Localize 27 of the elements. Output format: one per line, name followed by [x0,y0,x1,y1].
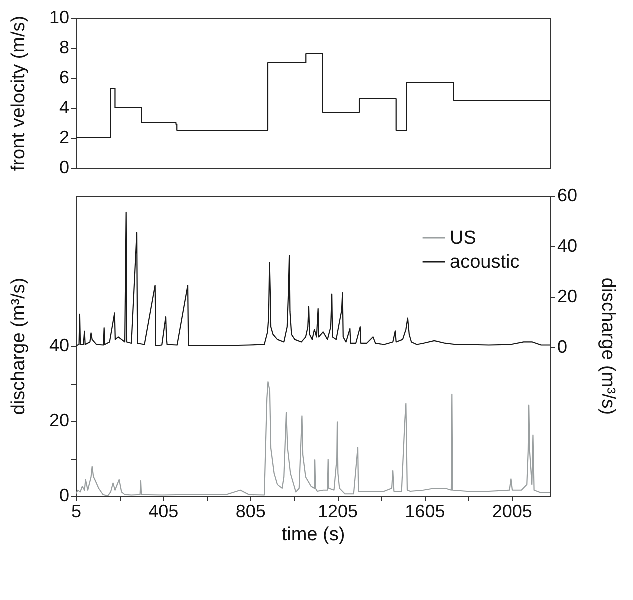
x-axis-title: time (s) [282,524,346,546]
legend-label: US [450,228,476,249]
y-tick-label: 10 [49,8,70,28]
y-tick-label: 4 [59,98,70,118]
x-tick-label: 2005 [492,502,532,522]
y2-tick-label: 60 [558,186,578,206]
x-tick-label: 5 [71,502,82,522]
x-tick-label: 1205 [318,502,358,522]
y-tick-label: 40 [49,336,70,356]
x-tick-label: 805 [236,502,266,522]
y-tick-label: 0 [59,486,70,506]
y-tick-label: 8 [59,38,70,58]
line-series [76,381,550,496]
y2-tick-label: 0 [558,336,568,357]
y2-tick-label: 20 [558,286,578,306]
legend-label: acoustic [450,252,520,273]
x-tick-label: 405 [148,502,179,522]
y-axis-title: front velocity (m/s) [8,16,30,172]
x-tick-label: 1605 [405,502,446,522]
y2-tick-label: 40 [558,236,578,256]
y-tick-label: 0 [59,158,70,178]
line-series [76,212,550,347]
y-tick-label: 6 [59,68,70,88]
y2-axis-title: discharge (m³/s) [598,278,618,416]
y-tick-label: 20 [49,410,70,430]
y-axis-title: discharge (m³/s) [8,278,30,416]
y-tick-label: 2 [59,128,70,148]
